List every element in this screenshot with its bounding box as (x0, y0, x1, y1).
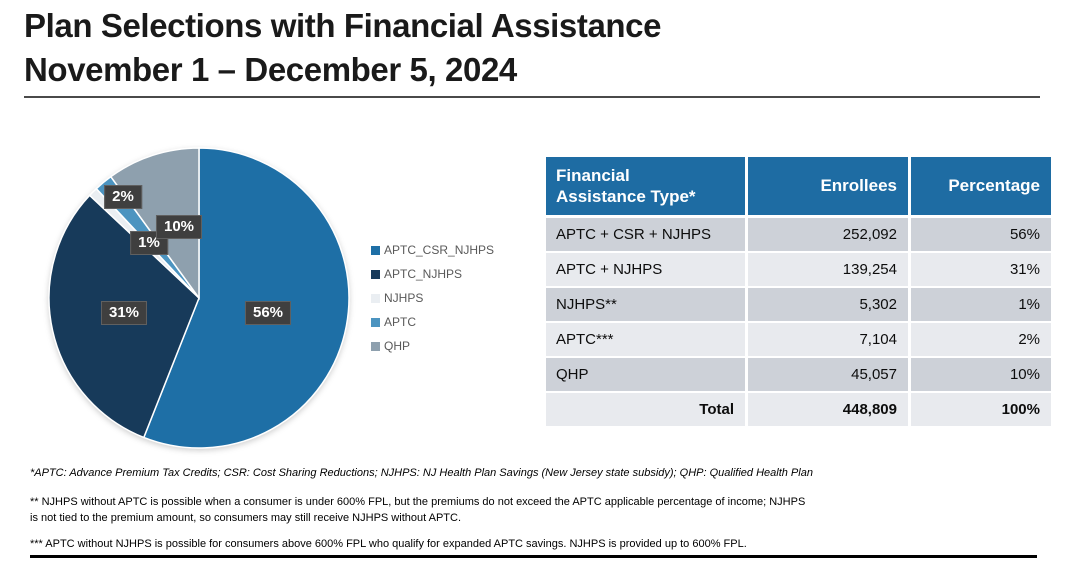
pie-slice-APTC_CSR_NJHPS (142, 147, 350, 449)
cell-type: APTC + CSR + NJHPS (546, 218, 748, 253)
cell-type: APTC + NJHPS (546, 253, 748, 288)
footnote-aptc-without-njhps: *** APTC without NJHPS is possible for c… (30, 538, 747, 550)
table-total-row: Total 448,809 100% (546, 393, 1051, 428)
cell-percentage: 10% (911, 358, 1051, 393)
financial-assistance-table: Financial Assistance Type* Enrollees Per… (546, 157, 1051, 428)
table-row: QHP 45,057 10% (546, 358, 1051, 393)
cell-type: NJHPS** (546, 288, 748, 323)
table-row: APTC + NJHPS 139,254 31% (546, 253, 1051, 288)
cell-percentage: 56% (911, 218, 1051, 253)
legend-label: NJHPS (384, 291, 424, 305)
cell-enrollees: 7,104 (748, 323, 911, 358)
legend-swatch-icon (371, 269, 380, 279)
bottom-divider (30, 555, 1037, 558)
cell-enrollees: 252,092 (748, 218, 911, 253)
legend-item: APTC_NJHPS (371, 262, 494, 286)
legend-label: APTC_NJHPS (384, 267, 463, 281)
legend-swatch-icon (371, 245, 380, 255)
table-row: NJHPS** 5,302 1% (546, 288, 1051, 323)
column-header-enrollees: Enrollees (748, 157, 911, 218)
legend-label: QHP (384, 339, 411, 353)
pie-data-label-APTC_CSR_NJHPS: 56% (244, 301, 292, 325)
cell-enrollees: 45,057 (748, 358, 911, 393)
pie-data-label-QHP: 10% (155, 215, 203, 239)
legend-swatch-icon (371, 317, 380, 327)
total-label: Total (546, 393, 748, 428)
cell-type: APTC*** (546, 323, 748, 358)
legend-label: APTC_CSR_NJHPS (384, 243, 495, 257)
footnote-definitions: *APTC: Advance Premium Tax Credits; CSR:… (30, 467, 813, 479)
pie-legend: APTC_CSR_NJHPS APTC_NJHPS NJHPS APTC QHP (371, 238, 494, 358)
cell-type: QHP (546, 358, 748, 393)
column-header-financial-assistance-type: Financial Assistance Type* (546, 157, 748, 218)
cell-enrollees: 139,254 (748, 253, 911, 288)
cell-percentage: 1% (911, 288, 1051, 323)
pie-data-label-APTC_NJHPS: 31% (100, 301, 148, 325)
cell-percentage: 31% (911, 253, 1051, 288)
legend-item: QHP (371, 334, 494, 358)
page-title: Plan Selections with Financial Assistanc… (24, 7, 662, 88)
table-row: APTC + CSR + NJHPS 252,092 56% (546, 218, 1051, 253)
total-percentage: 100% (911, 393, 1051, 428)
footnote-njhps-without-aptc: ** NJHPS without APTC is possible when a… (30, 496, 806, 524)
legend-item: APTC_CSR_NJHPS (371, 238, 494, 262)
total-enrollees: 448,809 (748, 393, 911, 428)
legend-item: NJHPS (371, 286, 494, 310)
cell-enrollees: 5,302 (748, 288, 911, 323)
cell-percentage: 2% (911, 323, 1051, 358)
title-underline (24, 96, 1040, 98)
table-row: APTC*** 7,104 2% (546, 323, 1051, 358)
legend-swatch-icon (371, 341, 380, 351)
legend-swatch-icon (371, 293, 380, 303)
column-header-percentage: Percentage (911, 157, 1051, 218)
legend-label: APTC (384, 315, 417, 329)
legend-item: APTC (371, 310, 494, 334)
pie-data-label-APTC: 2% (104, 185, 142, 209)
table-header-row: Financial Assistance Type* Enrollees Per… (546, 157, 1051, 218)
